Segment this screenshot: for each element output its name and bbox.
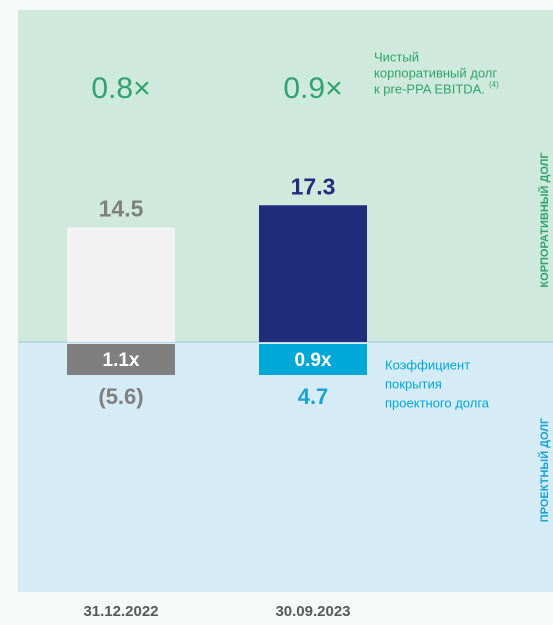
panel-label: ПРОЕКТНЫЙ ДОЛГ — [538, 417, 551, 522]
project-panel — [18, 342, 553, 592]
bar — [259, 205, 367, 342]
data-label: 17.3 — [291, 173, 336, 199]
x-tick-label: 30.09.2023 — [275, 603, 350, 620]
data-label: 14.5 — [99, 195, 144, 221]
coverage-box — [259, 344, 367, 375]
project-debt-label: (5.6) — [98, 384, 143, 409]
annotation: к pre-PPA EBITDA. — [374, 81, 485, 96]
annotation: Чистый — [374, 49, 419, 64]
footnote: (4) — [489, 80, 499, 89]
project-debt-label: 4.7 — [298, 384, 329, 409]
x-tick-label: 31.12.2022 — [83, 603, 158, 620]
coverage-label: 1.1x — [103, 350, 140, 371]
coverage-label: 0.9x — [295, 350, 332, 371]
annotation: корпоративный долг — [374, 65, 497, 80]
leverage-label: 0.8× — [91, 72, 150, 105]
annotation: покрытия — [385, 376, 442, 391]
annotation: проектного долга — [385, 395, 490, 410]
coverage-box — [67, 344, 175, 375]
annotation: Коэффициент — [385, 357, 470, 372]
bar — [67, 227, 175, 342]
leverage-label: 0.9× — [283, 72, 342, 105]
panel-label: КОРПОРАТИВНЫЙ ДОЛГ — [538, 152, 551, 288]
